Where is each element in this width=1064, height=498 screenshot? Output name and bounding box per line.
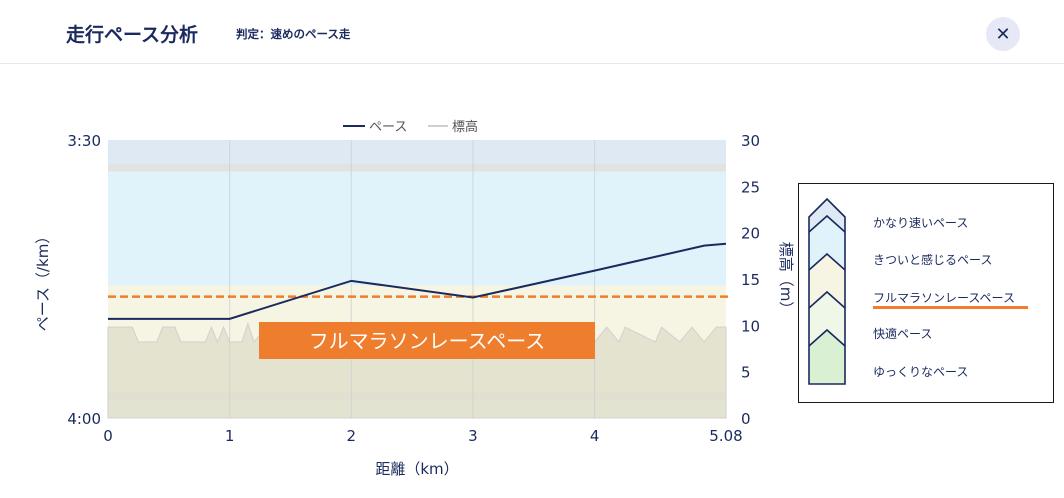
x-tick-label: 4 (590, 427, 600, 445)
pace-line (108, 242, 727, 320)
y-left-tick-label: 4:00 (67, 410, 101, 428)
header: 走行ペース分析 判定：速めのペース走 ✕ (0, 0, 1064, 64)
y-left-axis-label: ペース（/km） (34, 229, 52, 332)
zone-label-easy: 快適ペース (873, 327, 933, 341)
pace-zone-legend: かなり速いペース きついと感じるペース フルマラソンレースペース 快適ペース ゆ… (798, 183, 1054, 403)
close-button[interactable]: ✕ (986, 17, 1020, 51)
pace-zone-chevron-icon (808, 197, 846, 385)
y-right-tick-label: 25 (741, 178, 760, 196)
y-right-tick-label: 15 (741, 271, 760, 289)
y-right-tick-label: 30 (741, 132, 760, 150)
zone-badge-label: フルマラソンレースペース (309, 329, 546, 353)
zone-badge (259, 322, 595, 359)
y-right-tick-label: 10 (741, 317, 760, 335)
legend-elevation-label: 標高 (452, 119, 478, 135)
y-right-axis-label: 標高（m） (777, 242, 795, 317)
x-tick-label: 2 (347, 427, 357, 445)
verdict-label: 判定：速めのペース走 (236, 27, 351, 41)
x-axis-label: 距離（km） (375, 460, 458, 478)
x-tick-label: 3 (468, 427, 478, 445)
zone-label-very-fast: かなり速いペース (873, 216, 969, 230)
y-left-tick-label: 3:30 (67, 132, 101, 150)
pace-zone-band (108, 140, 726, 165)
zone-label-marathon: フルマラソンレースペース (873, 291, 1015, 305)
y-right-tick-label: 0 (741, 410, 751, 428)
pace-zone-band (108, 171, 726, 286)
zone-label-slow: ゆっくりなペース (873, 365, 969, 379)
y-right-tick-label: 20 (741, 225, 760, 243)
x-tick-label: 1 (225, 427, 235, 445)
x-tick-label: 0 (103, 427, 113, 445)
current-zone-underline (873, 306, 1028, 309)
y-right-tick-label: 5 (741, 364, 751, 382)
x-tick-label: 5.08 (709, 427, 742, 445)
page-title: 走行ペース分析 (66, 24, 199, 46)
zone-label-hard: きついと感じるペース (873, 253, 993, 267)
legend-pace-label: ペース (369, 120, 407, 135)
